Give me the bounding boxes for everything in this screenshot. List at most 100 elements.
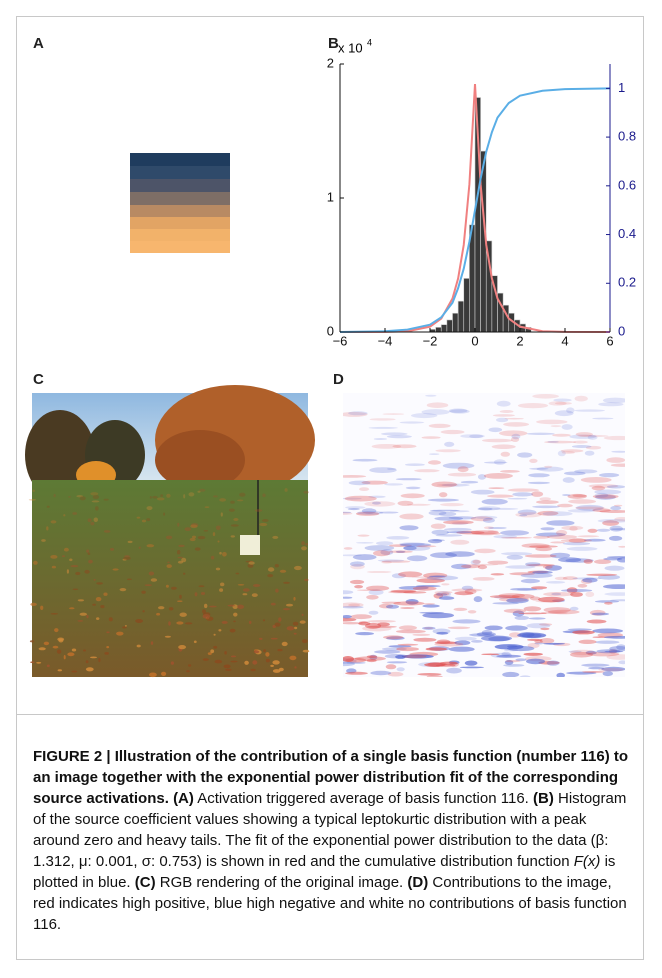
contribution-blob <box>502 671 520 677</box>
contribution-blob <box>618 660 625 665</box>
contribution-blob <box>595 640 620 644</box>
contribution-blob <box>411 576 434 579</box>
contribution-blob <box>373 550 391 557</box>
contribution-blob <box>403 545 431 551</box>
leaf <box>72 512 78 515</box>
leaf <box>58 638 64 643</box>
leaf <box>275 588 279 593</box>
contribution-blob <box>359 621 368 624</box>
contribution-blob <box>412 633 431 636</box>
contribution-blob <box>343 622 363 625</box>
leaf <box>33 560 38 565</box>
contribution-blob <box>384 654 408 659</box>
contribution-blob <box>523 606 542 612</box>
contribution-blob <box>461 564 481 569</box>
contribution-blob <box>547 441 559 443</box>
contribution-blob <box>399 542 425 546</box>
contribution-blob <box>400 493 425 499</box>
leaf <box>36 661 42 664</box>
contribution-blob <box>594 559 612 564</box>
contribution-blob <box>446 667 462 674</box>
contribution-blob <box>560 449 584 453</box>
leaf <box>197 535 206 540</box>
contribution-blob <box>528 617 546 620</box>
leaf <box>167 561 170 564</box>
contribution-blob <box>441 483 470 487</box>
leaf <box>302 649 310 653</box>
contribution-blob <box>535 532 566 537</box>
leaf <box>88 559 93 564</box>
contribution-blob <box>494 459 506 465</box>
leaf <box>294 626 298 630</box>
contribution-blob <box>604 592 625 596</box>
contribution-blob <box>617 557 625 563</box>
contribution-blob <box>554 576 568 581</box>
leaf <box>112 568 119 571</box>
leaf <box>142 610 145 613</box>
contribution-blob <box>504 660 514 665</box>
x-tick-label: −2 <box>423 333 438 348</box>
contribution-blob <box>429 509 460 512</box>
contribution-blob <box>529 458 538 463</box>
contribution-blob <box>411 413 438 419</box>
contribution-blob <box>469 633 495 637</box>
figure: A B C D x 10 4 −6 −4 −2 0 2 4 601200.20.40.60.… <box>25 35 636 678</box>
contribution-blob <box>496 654 522 658</box>
contribution-blob <box>598 402 624 407</box>
contribution-blob <box>343 656 354 662</box>
caption-text: Contributions to the image, red indicate… <box>33 874 627 933</box>
contribution-blob <box>386 604 399 609</box>
contribution-blob <box>586 573 618 576</box>
patch-row <box>130 153 230 166</box>
contribution-blob <box>488 487 505 489</box>
leaf <box>179 612 187 617</box>
contribution-blob <box>379 603 394 609</box>
tree <box>155 430 245 490</box>
contribution-blob <box>388 645 412 648</box>
contribution-blob <box>532 394 559 399</box>
contribution-blob <box>487 494 514 498</box>
contribution-blob <box>430 552 457 559</box>
contribution-blob <box>565 558 594 563</box>
contribution-blob <box>386 636 405 641</box>
leaf <box>267 574 274 578</box>
leaf <box>126 578 132 581</box>
leaf <box>90 656 97 659</box>
contribution-blob <box>533 535 550 539</box>
leaf <box>233 518 239 521</box>
contribution-blob <box>515 512 542 518</box>
contribution-blob <box>426 675 443 677</box>
contribution-blob <box>524 554 557 558</box>
contribution-blob <box>496 417 509 423</box>
caption-label: (D) <box>407 874 429 891</box>
leaf <box>178 544 185 548</box>
contribution-blob <box>560 538 592 543</box>
contribution-map <box>343 393 625 677</box>
leaf <box>292 621 299 626</box>
contribution-blob <box>422 626 436 630</box>
panel-label: A <box>33 35 44 52</box>
leaf <box>160 494 164 497</box>
leaf <box>165 535 173 540</box>
contribution-blob <box>551 592 562 596</box>
contribution-blob <box>447 626 471 630</box>
contribution-blob <box>449 510 470 513</box>
contribution-blob <box>536 466 564 472</box>
contribution-blob <box>550 425 562 428</box>
contribution-blob <box>507 497 528 500</box>
leaf <box>85 667 94 672</box>
contribution-blob <box>606 457 625 463</box>
contribution-blob <box>365 622 382 629</box>
contribution-blob <box>557 450 566 457</box>
leaf <box>265 658 270 663</box>
contribution-blob <box>359 487 370 491</box>
leaf <box>95 506 99 511</box>
contribution-blob <box>487 530 499 533</box>
contribution-blob <box>345 506 366 509</box>
contribution-blob <box>391 573 406 579</box>
leaf <box>53 493 56 498</box>
contribution-blob <box>467 610 477 614</box>
contribution-blob <box>572 494 587 498</box>
contribution-blob <box>597 519 625 523</box>
leaf <box>301 546 307 551</box>
